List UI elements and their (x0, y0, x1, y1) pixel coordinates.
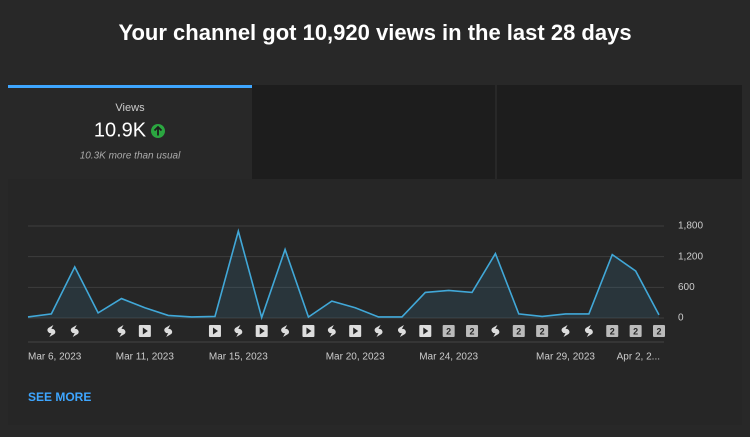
y-tick-label: 1,800 (678, 221, 703, 232)
tab-note: 10.3K more than usual (80, 151, 181, 162)
tab-value: 10.9K (94, 119, 147, 141)
badge-count: 2 (446, 326, 451, 336)
shorts-icon (117, 325, 126, 337)
badge-count: 2 (516, 326, 521, 336)
badge-count: 2 (610, 326, 615, 336)
badge-icon (536, 325, 549, 337)
badge-icon (512, 325, 525, 337)
badge-count: 2 (633, 326, 638, 336)
play-glyph (259, 327, 265, 335)
x-tick-label: Mar 29, 2023 (536, 352, 595, 363)
plot: 0 600 1,200 1,800 Mar 6, 2023 Mar 11, 2023 Mar… (27, 221, 703, 363)
badge-icon (442, 325, 455, 337)
play-glyph (142, 327, 148, 335)
views-tab[interactable] (8, 85, 252, 179)
line (27, 228, 660, 321)
page-title: Your channel got 10,920 views in the las… (118, 20, 631, 45)
tab-label: Views (115, 102, 145, 114)
shorts-icon (234, 325, 243, 337)
x-tick-label: Mar 15, 2023 (209, 352, 268, 363)
shorts-icon (561, 325, 570, 337)
empty-tabs (252, 85, 742, 179)
play-glyph (212, 327, 218, 335)
play-glyph (353, 327, 359, 335)
see-more-link[interactable]: SEE MORE (28, 390, 91, 404)
x-tick-label: Mar 20, 2023 (326, 352, 385, 363)
shorts-icon (327, 325, 336, 337)
badge-icon (653, 325, 665, 337)
badge-count: 2 (540, 326, 545, 336)
y-tick-label: 1,200 (678, 251, 703, 262)
shorts-icon (491, 325, 500, 337)
x-tick-label: Mar 6, 2023 (28, 352, 82, 363)
shorts-icon (70, 325, 79, 337)
badge-icon (466, 325, 479, 337)
badge-icon (629, 325, 642, 337)
shorts-icon (47, 325, 56, 337)
tab-indicator (8, 85, 252, 88)
x-tick-label: Mar 24, 2023 (419, 352, 478, 363)
trend-arrow (153, 125, 163, 136)
badge-icon (606, 325, 619, 337)
shorts-icon (374, 325, 383, 337)
badge-count: 2 (470, 326, 475, 336)
shorts-icon (398, 325, 406, 337)
x-tick-label: Apr 2, 2... (617, 352, 660, 363)
shorts-icon (164, 325, 173, 337)
badge-count: 2 (656, 326, 661, 336)
area (28, 231, 659, 318)
y-tick-label: 0 (678, 313, 684, 324)
shorts-icon (281, 325, 289, 337)
play-glyph (306, 327, 312, 335)
play-glyph (423, 327, 429, 335)
x-tick-label: Mar 11, 2023 (116, 352, 175, 363)
y-tick-label: 600 (678, 282, 695, 293)
shorts-icon (584, 325, 593, 337)
